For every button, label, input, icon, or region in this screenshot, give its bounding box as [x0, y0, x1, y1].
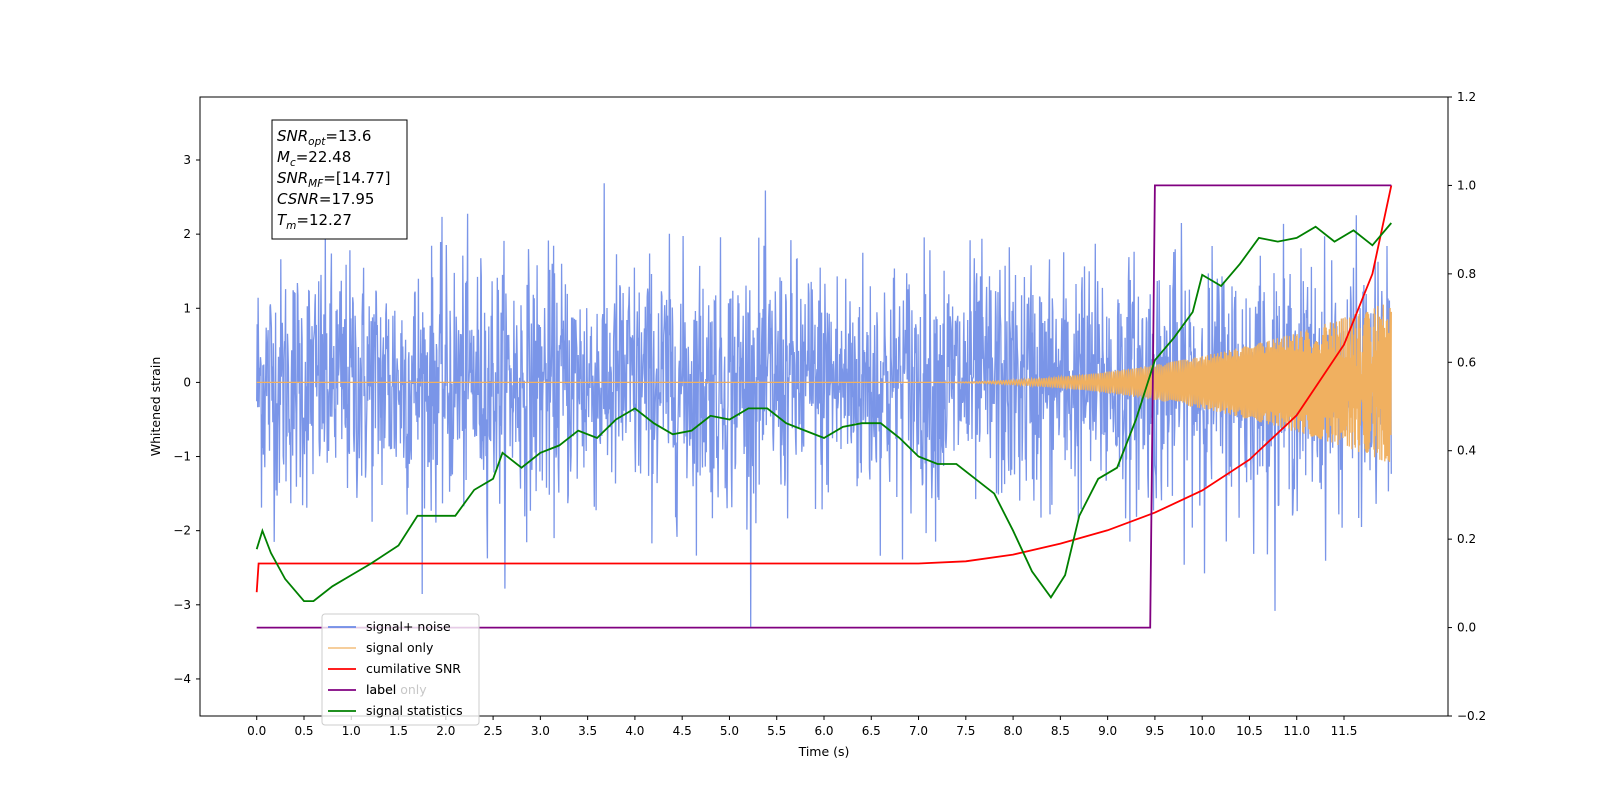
y-tick-label: −2 — [173, 524, 191, 538]
x-tick-label: 4.5 — [673, 724, 692, 738]
y2-tick-label: 0.4 — [1457, 444, 1476, 458]
info-row: Mc=22.48 — [277, 148, 351, 169]
info-row: SNRopt=13.6 — [277, 127, 371, 148]
y2-tick-label: 1.2 — [1457, 90, 1476, 104]
y2-tick-label: 0.0 — [1457, 621, 1476, 635]
legend: signal+ noise signal only cumilative SNR la… — [321, 613, 480, 726]
y-tick-label: 3 — [183, 153, 191, 167]
legend-label: cumilative SNR — [366, 661, 461, 676]
y2-tick-label: 0.6 — [1457, 355, 1476, 369]
x-tick-label: 11.0 — [1283, 724, 1310, 738]
y-axis-title: Whitened strain — [148, 357, 163, 456]
x-tick-label: 1.0 — [342, 724, 361, 738]
info-box: SNRopt=13.6Mc=22.48SNRMF=[14.77]CSNR=17.… — [271, 119, 408, 240]
info-row: Tm=12.27 — [277, 211, 352, 232]
legend-label: label — [366, 682, 396, 697]
legend-label: signal+ noise — [366, 619, 451, 634]
info-row: SNRMF=[14.77] — [277, 169, 391, 190]
x-tick-label: 6.5 — [862, 724, 881, 738]
x-tick-label: 5.5 — [767, 724, 786, 738]
info-row: CSNR=17.95 — [277, 190, 374, 208]
series-signal-statistics — [255, 222, 1392, 602]
info-box-frame — [271, 119, 408, 240]
y2-tick-label: 0.2 — [1457, 532, 1476, 546]
x-tick-label: 8.0 — [1004, 724, 1023, 738]
x-tick-label: 0.0 — [247, 724, 266, 738]
x-tick-label: 3.5 — [578, 724, 597, 738]
x-tick-label: 4.0 — [625, 724, 644, 738]
y-tick-label: 0 — [183, 375, 191, 389]
y2-tick-label: −0.2 — [1457, 709, 1486, 723]
x-tick-label: 6.0 — [814, 724, 833, 738]
x-tick-label: 2.0 — [436, 724, 455, 738]
legend-label: signal only — [366, 640, 434, 655]
x-tick-label: 11.5 — [1331, 724, 1358, 738]
x-tick-label: 10.5 — [1236, 724, 1263, 738]
x-tick-label: 3.0 — [531, 724, 550, 738]
y2-tick-label: 0.8 — [1457, 267, 1476, 281]
y-tick-label: −1 — [173, 450, 191, 464]
plot-area — [255, 183, 1393, 629]
x-tick-label: 1.5 — [389, 724, 408, 738]
x-tick-label: 2.5 — [484, 724, 503, 738]
legend-label-hidden: label only — [366, 682, 427, 697]
x-tick-label: 7.0 — [909, 724, 928, 738]
x-tick-label: 9.5 — [1145, 724, 1164, 738]
x-tick-label: 0.5 — [294, 724, 313, 738]
x-tick-label: 9.0 — [1098, 724, 1117, 738]
x-tick-label: 7.5 — [956, 724, 975, 738]
y-tick-label: −3 — [173, 598, 191, 612]
x-tick-label: 5.0 — [720, 724, 739, 738]
axes: 0.0 0.5 1.0 1.5 2.0 2.5 3.0 3.5 4.0 4.5 5.0 5.5 6.0 6… — [173, 90, 1486, 738]
x-tick-label: 8.5 — [1051, 724, 1070, 738]
series-label — [256, 184, 1392, 629]
y-tick-label: 2 — [183, 227, 191, 241]
y-tick-label: −4 — [173, 672, 191, 686]
x-axis-title: Time (s) — [798, 744, 850, 759]
legend-label: signal statistics — [366, 703, 463, 718]
legend-frame — [321, 613, 480, 726]
y2-tick-label: 1.0 — [1457, 178, 1476, 192]
y-tick-label: 1 — [183, 301, 191, 315]
legend-label-overlay: label — [366, 682, 396, 697]
series-signal-only — [256, 304, 1392, 462]
series-cumulative-snr — [255, 185, 1393, 593]
x-tick-label: 10.0 — [1189, 724, 1216, 738]
series-signal-noise — [256, 183, 1392, 627]
